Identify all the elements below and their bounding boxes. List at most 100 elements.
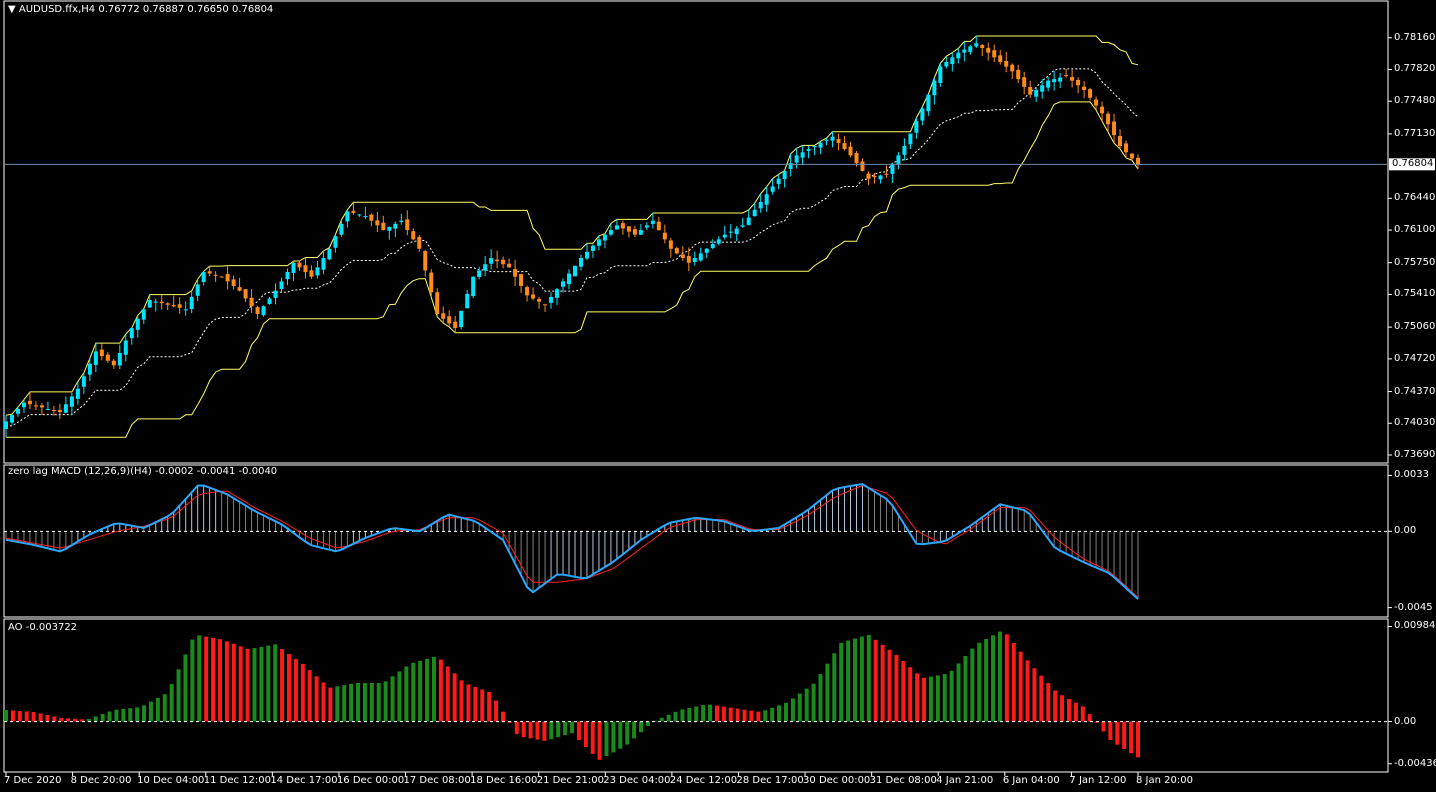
ao-bar <box>853 638 857 722</box>
candle-body <box>728 231 733 233</box>
time-label: 28 Dec 17:00 <box>736 775 804 786</box>
ao-bar <box>908 667 913 722</box>
candle-body <box>830 136 835 141</box>
candle-body <box>584 251 589 259</box>
ao-bar <box>100 713 105 722</box>
channel-upper-line <box>5 35 1139 416</box>
ao-bar <box>494 700 499 722</box>
candle-body <box>1118 135 1123 147</box>
candle-body <box>926 94 931 112</box>
ao-bar <box>17 710 22 722</box>
ao-bar <box>714 705 719 722</box>
ao-bar <box>114 709 119 722</box>
ao-bar <box>694 706 699 722</box>
candle-body <box>1136 157 1140 165</box>
ao-bar <box>763 710 768 722</box>
price-tick-label: 0.77130 <box>1394 127 1436 139</box>
ao-bar <box>314 676 319 722</box>
ao-bar <box>1025 660 1030 722</box>
macd-tick-label: 0.00 <box>1394 525 1417 537</box>
time-label: 23 Dec 04:00 <box>603 775 671 786</box>
candle-body <box>812 146 817 148</box>
candle-body <box>303 265 308 273</box>
candle-body <box>836 139 841 143</box>
candle-body <box>141 309 146 320</box>
ao-bar <box>155 697 160 722</box>
candle-body <box>878 175 883 180</box>
ao-bar <box>928 676 933 722</box>
ao-bar <box>204 636 209 722</box>
candle-body <box>1070 76 1075 81</box>
time-label: 4 Jan 21:00 <box>936 775 994 786</box>
candle-body <box>291 262 296 273</box>
candle-body <box>620 223 625 229</box>
time-label: 24 Dec 12:00 <box>669 775 738 786</box>
candle-body <box>614 225 619 230</box>
candle-body <box>800 152 805 158</box>
candle-body <box>33 405 38 407</box>
ao-bar <box>935 675 940 722</box>
ao-bar <box>859 636 864 722</box>
ao-bar <box>687 707 692 722</box>
ao-bar <box>66 718 71 722</box>
ao-bar <box>639 721 644 733</box>
ao-tick-label: 0.009846 <box>1394 620 1436 632</box>
ao-bar <box>231 643 236 722</box>
ao-bar <box>576 721 581 741</box>
ao-bar <box>280 649 285 722</box>
ao-bar <box>832 653 837 722</box>
ao-bar <box>956 663 961 722</box>
candle-body <box>842 143 847 150</box>
ao-bar <box>500 711 505 722</box>
candle-body <box>662 232 667 240</box>
candle-body <box>1076 79 1081 86</box>
current-price-tag: 0.76804 <box>1392 158 1434 170</box>
candle-body <box>327 248 332 260</box>
ao-bar <box>783 702 788 722</box>
ao-bar <box>287 653 291 722</box>
candle-body <box>411 231 416 240</box>
candle-body <box>686 256 691 263</box>
ao-bar <box>632 721 637 739</box>
candle-body <box>567 273 572 285</box>
candle-body <box>950 57 955 65</box>
candle-body <box>986 47 991 53</box>
ao-bar <box>217 639 222 722</box>
candle-body <box>387 226 392 231</box>
candle-body <box>794 155 799 163</box>
candle-body <box>243 289 248 299</box>
ao-bar <box>1136 721 1140 758</box>
candle-body <box>477 270 482 277</box>
candle-body <box>207 271 212 274</box>
price-tick-label: 0.74370 <box>1394 385 1436 397</box>
candle-body <box>111 360 116 366</box>
ao-bar <box>107 711 112 722</box>
candle-body <box>818 142 823 148</box>
candle-body <box>447 316 452 324</box>
candle-body <box>195 284 200 296</box>
ao-bar <box>1060 695 1065 722</box>
candle-body <box>764 194 769 205</box>
ao-bar <box>300 663 305 722</box>
candle-body <box>1094 99 1099 106</box>
ao-bar <box>970 648 975 722</box>
candle-body <box>429 272 434 293</box>
ao-bar <box>369 682 374 722</box>
ao-bar <box>528 721 533 739</box>
candle-body <box>656 221 661 231</box>
candle-body <box>99 349 104 357</box>
ao-bar <box>128 708 133 722</box>
dropdown-arrow-icon[interactable]: ▼ <box>8 4 16 15</box>
macd-main-line <box>5 483 1139 600</box>
ao-bar <box>597 721 602 760</box>
candle-body <box>489 258 494 264</box>
candle-body <box>555 289 560 298</box>
candle-body <box>1016 69 1021 80</box>
ao-bar <box>535 721 540 740</box>
ao-bar <box>342 685 347 722</box>
macd-title: zero lag MACD (12,26,9)(H4) -0.0002 -0.0… <box>8 466 278 477</box>
ao-bar <box>949 670 954 722</box>
ao-bar <box>977 642 982 722</box>
ao-bar <box>10 710 15 722</box>
